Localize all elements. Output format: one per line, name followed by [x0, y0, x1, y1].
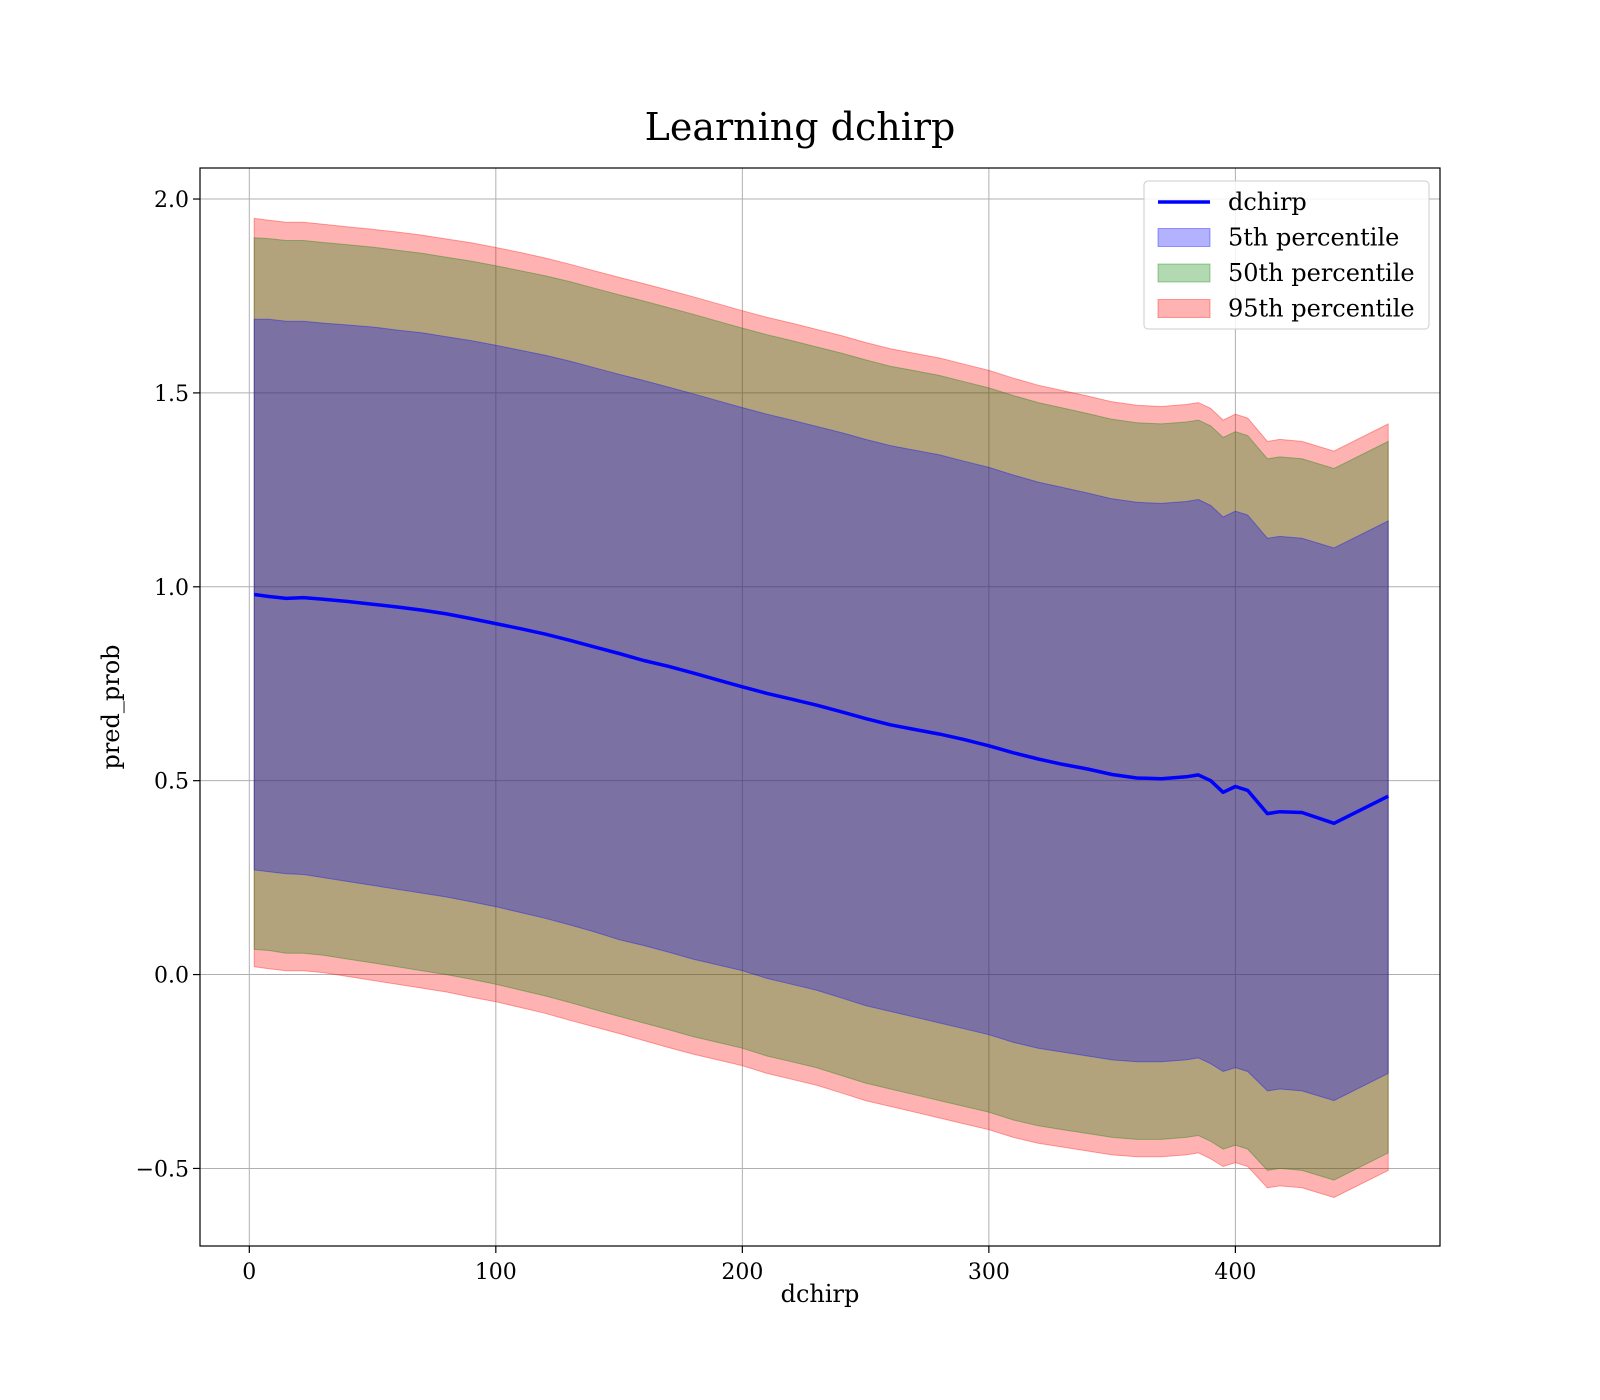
y-tick-label: 0.0	[154, 964, 189, 989]
y-tick-label: 1.5	[154, 382, 189, 407]
y-tick-label: 1.0	[154, 576, 189, 601]
legend-swatch-patch	[1157, 263, 1211, 283]
legend-label: dchirp	[1228, 188, 1307, 216]
line-layer	[253, 592, 1389, 826]
band-5th-percentile	[253, 318, 1389, 1102]
plot-frame	[199, 167, 1441, 1247]
y-tick-label: 2.0	[154, 188, 189, 213]
legend-frame	[1143, 180, 1430, 330]
x-tick-label: 300	[968, 1260, 1010, 1285]
legend-label: 50th percentile	[1228, 259, 1415, 287]
legend-swatch-patch	[1157, 299, 1211, 318]
band-50th-percentile	[253, 237, 1389, 1181]
y-axis-label: pred_prob	[97, 644, 125, 769]
x-tick-label: 100	[475, 1260, 517, 1285]
series-line-dchirp	[253, 592, 1389, 826]
x-tick-label: 200	[721, 1260, 763, 1285]
y-tick-label: −0.5	[136, 1157, 189, 1182]
chart-title: Learning dchirp	[645, 105, 956, 149]
x-axis-label: dchirp	[781, 1280, 860, 1308]
x-tick-label: 400	[1214, 1260, 1256, 1285]
y-tick-label: 0.5	[154, 770, 189, 795]
legend: dchirp 5th percentile 50th percentile 95th …	[1143, 180, 1430, 330]
legend-swatch-patch	[1157, 228, 1211, 247]
x-tick-label: 0	[242, 1260, 256, 1285]
ticks-layer: 0 100 200 300 400 −0.5 0.0 0.5 1.0 1.5 2.0	[136, 188, 1257, 1285]
legend-label: 95th percentile	[1228, 295, 1415, 323]
legend-label: 5th percentile	[1228, 224, 1399, 252]
bands-layer	[253, 217, 1389, 1199]
